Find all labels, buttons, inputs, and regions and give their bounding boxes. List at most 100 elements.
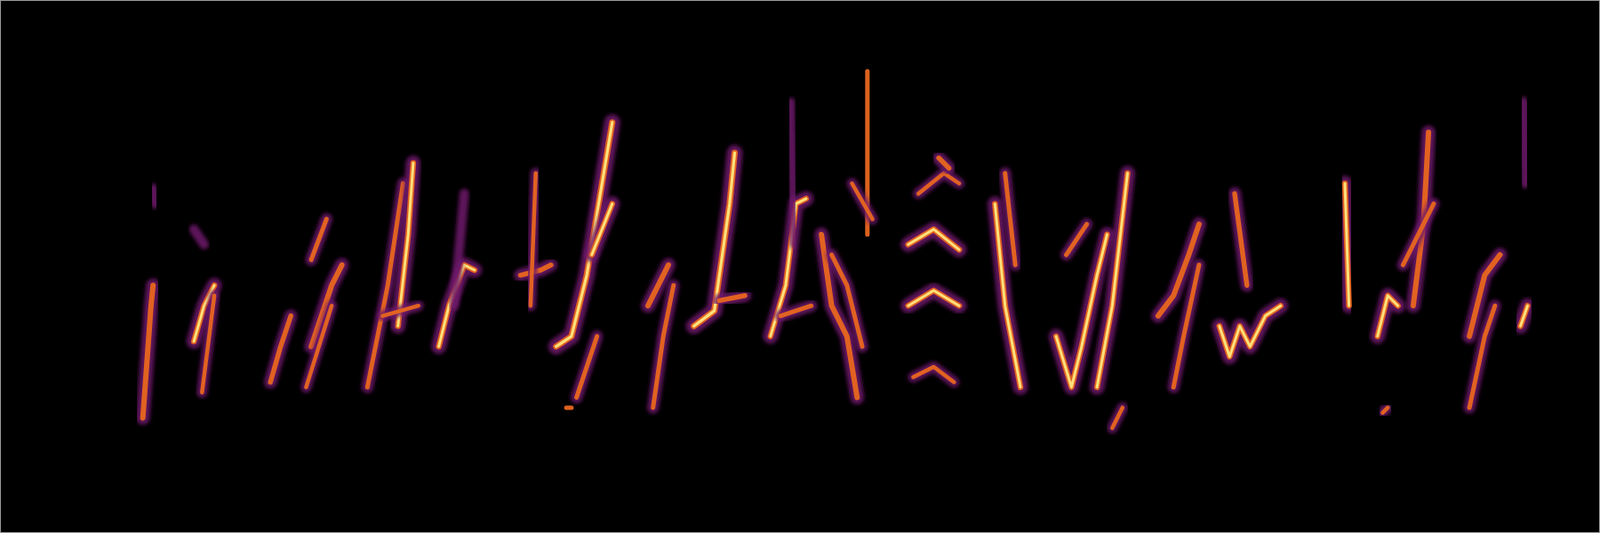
energy-halo [311,219,327,261]
energy-mid [592,203,613,255]
syllable-stroke [1219,305,1281,357]
energy-halo [143,285,154,418]
syllable-stroke [454,193,465,306]
energy-mid [1173,264,1200,388]
syllable-stroke [1112,408,1123,429]
energy-mid [1234,193,1248,286]
energy-halo [193,229,205,245]
energy-mid [530,173,536,306]
energy-halo [454,193,465,306]
energy-halo [1234,193,1248,286]
energy-mid [1377,296,1399,337]
energy-halo [530,173,536,306]
energy-mid [1520,305,1528,327]
energy-halo [1173,264,1200,388]
energy-halo [832,255,863,347]
syllable-stroke [152,188,155,204]
energy-mid [398,163,414,328]
energy-halo [1469,305,1496,408]
syllable-stroke [592,203,613,255]
syllable-stroke [530,173,536,306]
energy-halo [592,203,613,255]
energy-mid [556,122,613,347]
energy-peak [908,290,960,306]
syllable-stroke [1402,203,1434,265]
energy-halo [1383,408,1389,414]
syllable-stroke [201,296,215,393]
energy-mid [1402,203,1434,265]
energy-mid [832,255,863,347]
syllable-stroke [1234,193,1248,286]
syllable-stroke [398,163,414,328]
energy-mid [1383,408,1389,414]
energy-halo [305,305,332,388]
energy-mid [852,184,873,220]
syllable-stroke [912,367,954,383]
syllable-stroke [305,305,332,388]
energy-mid [311,219,327,261]
syllable-stroke [908,290,960,306]
syllable-stroke [1469,305,1496,408]
energy-halo [1219,305,1281,357]
syllable-stroke [938,158,950,169]
energy-peak [1377,296,1399,337]
energy-peak [556,122,613,347]
syllable-stroke [1173,264,1200,388]
syllable-stroke [1096,173,1128,388]
energy-peak [592,203,613,255]
syllable-stroke [832,255,863,347]
energy-halo [576,336,598,399]
energy-peak [1344,184,1350,307]
syllable-stroke [780,305,811,316]
energy-halo [383,305,419,316]
energy-halo [653,285,674,408]
energy-halo [566,401,572,414]
syllable-stroke [556,122,613,347]
energy-mid [1112,408,1123,429]
syllable-stroke [311,219,327,261]
frame [0,0,1600,533]
energy-mid [143,285,154,418]
energy-halo [201,296,215,393]
energy-halo [938,158,950,169]
energy-halo [791,102,794,246]
syllable-stroke [918,173,960,194]
energy-halo [398,163,414,328]
energy-mid [576,336,598,399]
energy-mid [912,367,954,383]
energy-mid [918,173,960,194]
syllable-stroke [1520,305,1528,327]
energy-mid [938,158,950,169]
energy-mid [1005,173,1016,265]
energy-mid [1066,224,1088,255]
energy-halo [1096,173,1128,388]
energy-mid [566,405,572,410]
energy-mid [1344,184,1350,307]
energy-mid [780,305,811,316]
energy-peak [398,163,414,328]
energy-halo [912,367,954,383]
energy-halo [1112,408,1123,429]
energy-mid [1469,305,1496,408]
energy-mid [201,296,215,393]
energy-halo [719,296,745,302]
energy-mid [719,296,745,302]
syllable-stroke [270,316,291,384]
energy-halo [780,305,811,316]
energy-halo [1066,224,1088,255]
spectrogram [0,0,1600,533]
energy-peak [1219,305,1281,357]
energy-halo [556,122,613,347]
energy-mid [305,305,332,388]
syllable-stroke [143,285,154,418]
syllable-stroke [1344,184,1350,307]
syllable-stroke [852,184,873,220]
energy-halo [152,188,155,204]
energy-halo [1377,296,1399,337]
syllable-stroke [566,407,572,408]
energy-mid [383,305,419,316]
energy-halo [1005,173,1016,265]
syllable-stroke [1383,408,1389,414]
energy-mid [1096,173,1128,388]
energy-peak [1096,173,1128,388]
